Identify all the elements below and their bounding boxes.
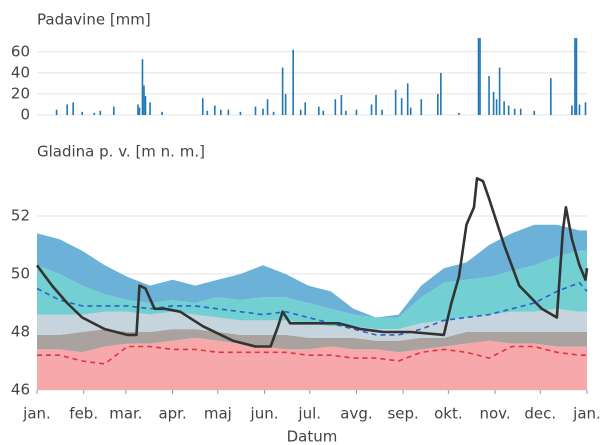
bar bbox=[400, 98, 403, 115]
bar bbox=[72, 102, 74, 115]
panel-title: Gladina p. v. [m n. m.] bbox=[37, 143, 205, 161]
bar bbox=[292, 49, 294, 116]
bar bbox=[488, 76, 490, 115]
bar bbox=[281, 67, 284, 115]
bar bbox=[55, 109, 58, 115]
x-tick-label: jan. bbox=[22, 405, 51, 423]
bar bbox=[201, 98, 204, 115]
x-tick-label: avg. bbox=[340, 405, 372, 423]
bar bbox=[394, 89, 397, 115]
y-tick-label: 50 bbox=[11, 265, 30, 283]
bar bbox=[113, 106, 115, 115]
bar bbox=[149, 102, 151, 115]
bar bbox=[503, 101, 505, 115]
bar bbox=[420, 99, 423, 115]
bar bbox=[262, 108, 264, 115]
bar bbox=[437, 93, 439, 115]
bar bbox=[206, 110, 209, 115]
bar bbox=[571, 105, 573, 115]
bar bbox=[272, 111, 275, 115]
x-tick-label: jul. bbox=[297, 405, 321, 423]
band-area bbox=[37, 308, 587, 341]
panel-title: Padavine [mm] bbox=[37, 11, 151, 29]
bar bbox=[381, 109, 383, 115]
bar bbox=[254, 106, 257, 115]
y-tick-label: 60 bbox=[11, 42, 30, 60]
x-tick-label: mar. bbox=[109, 405, 142, 423]
bar bbox=[161, 111, 163, 115]
bar bbox=[519, 108, 522, 115]
x-tick-label: maj bbox=[204, 405, 232, 423]
x-tick-label: sep. bbox=[387, 405, 418, 423]
bar bbox=[492, 91, 495, 115]
bar bbox=[99, 110, 102, 115]
bar bbox=[66, 104, 68, 115]
bar bbox=[266, 99, 269, 115]
bar bbox=[578, 104, 581, 115]
bar bbox=[409, 107, 412, 115]
bar bbox=[355, 109, 358, 115]
bar bbox=[375, 94, 377, 115]
bar bbox=[138, 107, 141, 115]
bar bbox=[137, 104, 139, 115]
bar bbox=[340, 94, 343, 115]
x-tick-label: nov. bbox=[479, 405, 510, 423]
x-tick-label: jun. bbox=[250, 405, 279, 423]
bar bbox=[574, 38, 576, 115]
bar bbox=[214, 105, 216, 115]
bar bbox=[584, 102, 587, 115]
y-tick-label: 20 bbox=[11, 84, 30, 102]
x-tick-label: jan. bbox=[572, 405, 601, 423]
bar bbox=[304, 102, 307, 115]
bar bbox=[498, 67, 501, 115]
bar bbox=[406, 83, 409, 115]
bar bbox=[81, 111, 84, 115]
x-tick-label: okt. bbox=[434, 405, 463, 423]
bar bbox=[575, 38, 578, 115]
x-tick-label: dec. bbox=[524, 405, 556, 423]
bar bbox=[284, 93, 287, 115]
bar bbox=[227, 109, 230, 115]
level-line bbox=[35, 177, 589, 348]
bar bbox=[550, 78, 552, 115]
bar bbox=[370, 104, 373, 115]
y-tick-label: 0 bbox=[20, 106, 30, 124]
bar bbox=[345, 110, 347, 115]
dashed-line bbox=[36, 281, 588, 336]
dashed-line bbox=[37, 345, 587, 365]
bar bbox=[220, 109, 222, 115]
x-tick-label: apr. bbox=[158, 405, 186, 423]
bar bbox=[143, 85, 145, 115]
bar bbox=[317, 106, 320, 115]
bar bbox=[513, 108, 516, 115]
bar bbox=[239, 111, 242, 115]
bar bbox=[334, 99, 337, 115]
band-area bbox=[37, 337, 587, 390]
bar bbox=[141, 59, 144, 115]
bar bbox=[479, 38, 481, 115]
band-area bbox=[37, 224, 587, 318]
bar bbox=[533, 110, 536, 115]
y-tick-label: 40 bbox=[11, 63, 30, 81]
bar bbox=[144, 96, 147, 115]
bar bbox=[507, 105, 510, 115]
bar bbox=[458, 112, 460, 115]
bar bbox=[299, 109, 302, 115]
y-tick-label: 48 bbox=[11, 323, 30, 341]
bar bbox=[477, 38, 480, 115]
bar bbox=[495, 99, 498, 115]
y-tick-label: 52 bbox=[11, 207, 30, 225]
y-tick-label: 46 bbox=[11, 381, 30, 399]
x-axis-title: Datum bbox=[287, 428, 338, 445]
bar bbox=[93, 112, 96, 115]
x-tick-label: feb. bbox=[69, 405, 98, 423]
bar bbox=[440, 72, 442, 115]
bar bbox=[322, 110, 325, 115]
band-area bbox=[37, 329, 587, 353]
